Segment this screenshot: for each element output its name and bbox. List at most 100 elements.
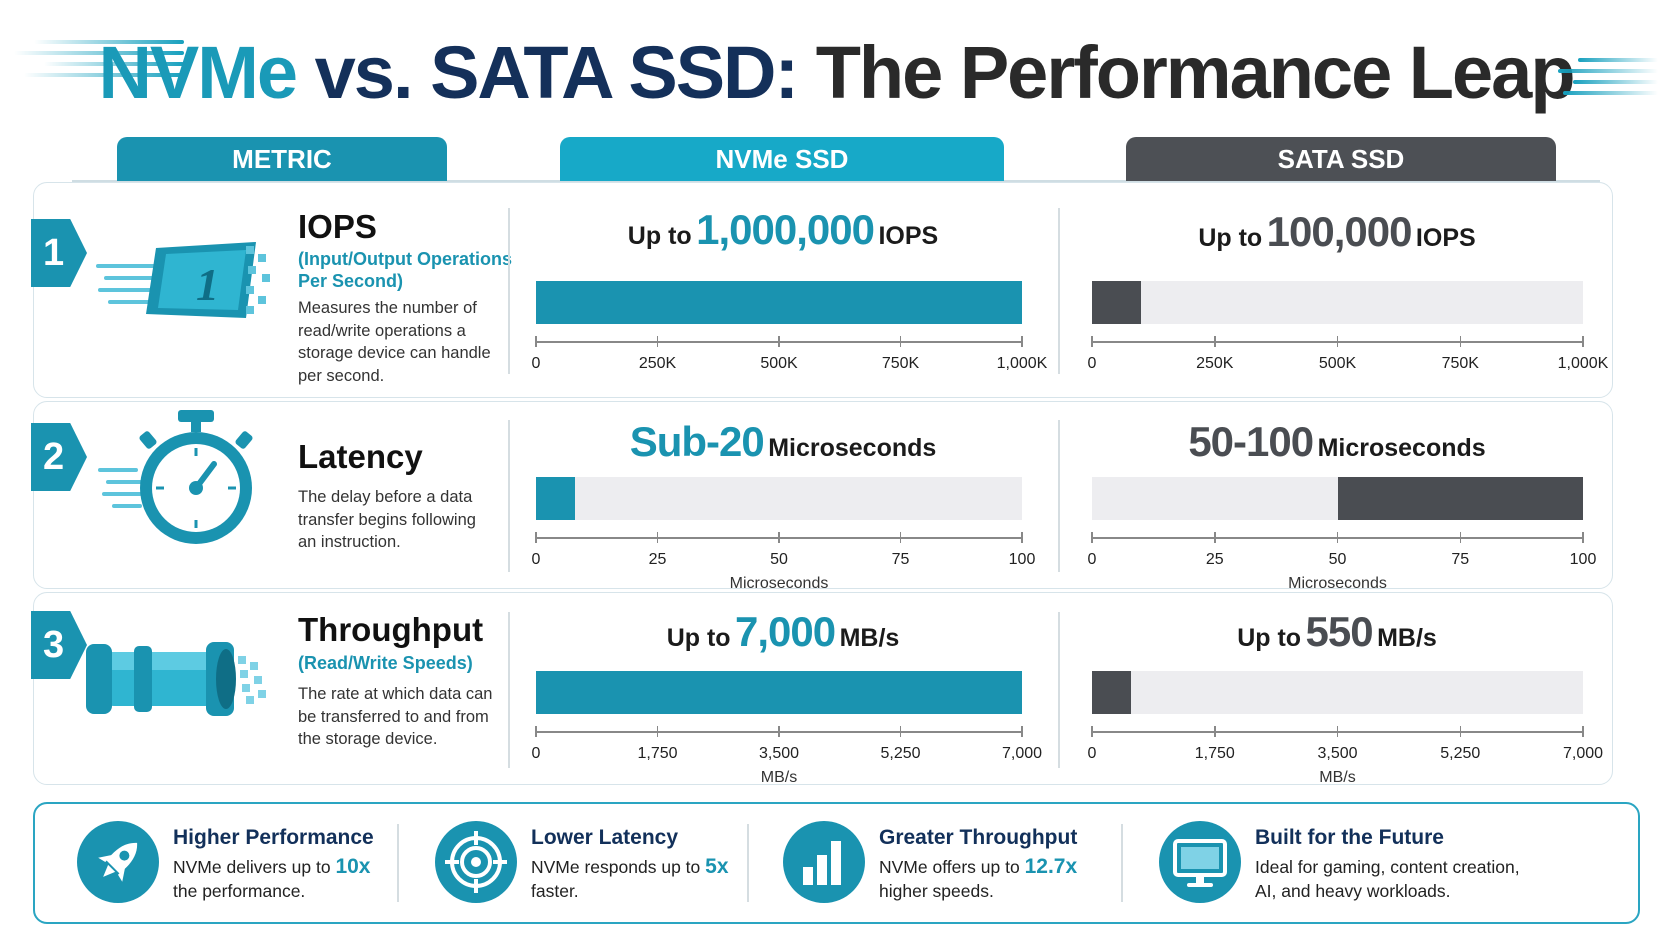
x-axis-unit-label: Microseconds xyxy=(729,575,829,592)
x-tick-label: 0 xyxy=(1087,551,1097,568)
bar-track xyxy=(1092,281,1583,324)
target-icon xyxy=(445,831,507,893)
x-tick-label: 500K xyxy=(1318,355,1357,372)
value-unit: MB/s xyxy=(839,624,900,652)
x-tick-label: 50 xyxy=(770,551,788,568)
x-tick-label: 0 xyxy=(531,745,541,762)
sata-value-iops: Up to 100,000 IOPS xyxy=(1090,208,1584,256)
x-tick-label: 250K xyxy=(638,355,677,372)
rocket-icon-circle xyxy=(77,821,159,903)
bar-nvme-iops xyxy=(536,281,1022,324)
monitor-icon xyxy=(1173,839,1227,887)
desc-line: transfer begins following xyxy=(298,510,476,529)
x-axis-unit-label: MB/s xyxy=(1319,769,1356,786)
x-axis-unit-label: MB/s xyxy=(760,769,798,786)
desc-line: be transferred to and from xyxy=(298,707,489,726)
summary-line2: the performance. xyxy=(173,881,306,901)
value-number: 50-100 xyxy=(1188,418,1314,465)
x-axis-unit-label: Microseconds xyxy=(1288,575,1387,592)
title-nvme: NVMe xyxy=(98,31,298,114)
x-axis-tick xyxy=(778,532,780,543)
x-tick-label: 25 xyxy=(648,551,667,568)
summary-item-throughput: Greater Throughput NVMe offers up to 12.… xyxy=(783,804,1123,922)
nvme-value-iops: Up to 1,000,000 IOPS xyxy=(536,206,1030,254)
summary-title: Greater Throughput xyxy=(879,826,1078,849)
column-header-metric: METRIC xyxy=(117,137,447,181)
nvme-value-throughput: Up to 7,000 MB/s xyxy=(536,608,1030,656)
summary-title: Built for the Future xyxy=(1255,826,1444,849)
value-unit: IOPS xyxy=(878,222,939,250)
summary-line1: NVMe responds up to xyxy=(531,857,701,877)
value-unit: Microseconds xyxy=(1317,434,1486,462)
iops-chip-icon: 1 xyxy=(96,242,270,318)
x-axis-tick xyxy=(1214,532,1216,543)
x-tick-label: 5,250 xyxy=(880,745,921,762)
x-axis-tick xyxy=(899,336,902,347)
x-axis-tick xyxy=(1582,532,1584,543)
bar-track xyxy=(1092,671,1583,714)
title-leap: The Performance Leap xyxy=(815,31,1576,114)
rocket-icon xyxy=(98,842,138,882)
desc-line: The rate at which data can xyxy=(298,685,493,703)
metric-name-latency: Latency xyxy=(298,438,423,475)
bar-track xyxy=(536,477,1022,520)
metric-subtitle-line1: (Input/Output Operations xyxy=(298,249,512,269)
metric-subtitle-iops: (Input/Output Operations Per Second) xyxy=(298,248,512,292)
x-axis-tick xyxy=(899,726,902,737)
desc-line: read/write operations a xyxy=(298,321,466,340)
x-tick-label: 7,000 xyxy=(1562,745,1604,762)
x-tick-label: 1,000K xyxy=(1557,355,1609,372)
title-vs-sata: vs. SATA SSD: xyxy=(314,31,799,114)
x-axis-tick xyxy=(1021,336,1023,347)
x-axis-tick xyxy=(1214,726,1216,737)
value-number: 100,000 xyxy=(1266,208,1413,255)
summary-panel: Higher Performance NVMe delivers up to 1… xyxy=(33,802,1640,924)
x-axis-tick xyxy=(1582,336,1584,347)
x-tick-label: 100 xyxy=(1569,551,1597,568)
value-number: 550 xyxy=(1305,608,1374,655)
x-tick-label: 5,250 xyxy=(1440,745,1481,762)
x-axis-tick xyxy=(1459,532,1461,543)
x-tick-label: 750K xyxy=(881,355,920,372)
bar-track xyxy=(536,281,1022,324)
metric-subtitle-line2: Per Second) xyxy=(298,271,404,291)
stopwatch-icon xyxy=(98,410,253,544)
x-tick-label: 750K xyxy=(1441,355,1479,372)
x-tick-label: 3,500 xyxy=(1317,745,1358,762)
x-tick-label: 0 xyxy=(1087,745,1097,762)
metric-subtitle-throughput: (Read/Write Speeds) xyxy=(298,653,473,673)
x-axis-tick xyxy=(778,726,780,737)
bar-sata-latency xyxy=(1337,477,1583,520)
summary-highlight: 12.7x xyxy=(1024,855,1078,878)
x-tick-label: 7,000 xyxy=(1001,745,1043,762)
desc-line: per second. xyxy=(298,366,385,385)
value-prefix: Up to xyxy=(1237,624,1302,652)
x-tick-label: 1,750 xyxy=(1194,745,1235,762)
x-tick-label: 50 xyxy=(1328,551,1347,568)
x-axis-tick xyxy=(899,532,902,543)
svg-text:1: 1 xyxy=(196,259,219,310)
x-tick-label: 3,500 xyxy=(758,745,800,762)
bar-track xyxy=(536,671,1022,714)
metric-name-throughput: Throughput xyxy=(298,611,484,648)
value-number: Sub-20 xyxy=(629,418,765,465)
x-axis-tick xyxy=(1336,336,1339,347)
summary-title: Lower Latency xyxy=(531,826,679,849)
summary-line1: NVMe offers up to xyxy=(879,857,1020,877)
column-divider xyxy=(508,208,510,374)
bar-track xyxy=(1092,477,1583,520)
bar-sata-iops xyxy=(1092,281,1142,324)
x-tick-label: 100 xyxy=(1008,551,1036,568)
x-tick-label: 0 xyxy=(1087,355,1097,372)
x-axis-tick xyxy=(535,532,537,543)
value-prefix: Up to xyxy=(627,222,692,250)
summary-text: NVMe responds up to 5x faster. xyxy=(531,855,729,903)
value-unit: MB/s xyxy=(1377,624,1437,652)
sata-value-throughput: Up to 550 MB/s xyxy=(1090,608,1584,656)
x-axis-tick xyxy=(1582,726,1584,737)
x-tick-label: 25 xyxy=(1205,551,1224,568)
x-tick-label: 500K xyxy=(760,355,798,372)
value-prefix: Up to xyxy=(666,624,731,652)
summary-divider xyxy=(397,824,399,902)
bar-nvme-throughput xyxy=(536,671,1022,714)
